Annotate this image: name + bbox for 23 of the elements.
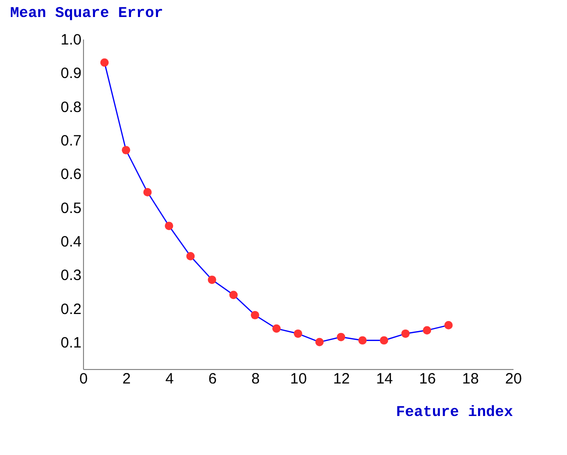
x-tick-label: 6 — [208, 370, 217, 388]
y-tick-label: 0.8 — [60, 98, 82, 116]
y-tick-label: 0.6 — [60, 166, 82, 184]
x-tick-label: 14 — [376, 370, 393, 388]
y-tick-label: 1.0 — [60, 32, 82, 48]
y-tick-label: 0.2 — [60, 300, 82, 318]
y-tick-label: 0.7 — [60, 132, 82, 150]
x-tick-label: 20 — [505, 370, 522, 388]
x-tick-label: 12 — [333, 370, 350, 388]
x-axis-title: Feature index — [396, 404, 513, 421]
x-tick-label: 0 — [79, 370, 88, 388]
x-tick-label: 2 — [122, 370, 131, 388]
y-tick-label: 0.1 — [60, 334, 82, 352]
x-tick-label: 10 — [290, 370, 307, 388]
x-tick-label: 16 — [419, 370, 436, 388]
x-tick-label: 4 — [165, 370, 174, 388]
y-tick-label: 0.5 — [60, 200, 82, 217]
x-tick-label: 18 — [462, 370, 479, 388]
y-axis-title: Mean Square Error — [10, 5, 164, 22]
x-tick-label: 8 — [251, 370, 260, 388]
y-tick-label: 0.4 — [60, 234, 82, 251]
y-tick-label: 0.9 — [60, 65, 82, 82]
y-tick-label: 0.3 — [60, 267, 82, 284]
